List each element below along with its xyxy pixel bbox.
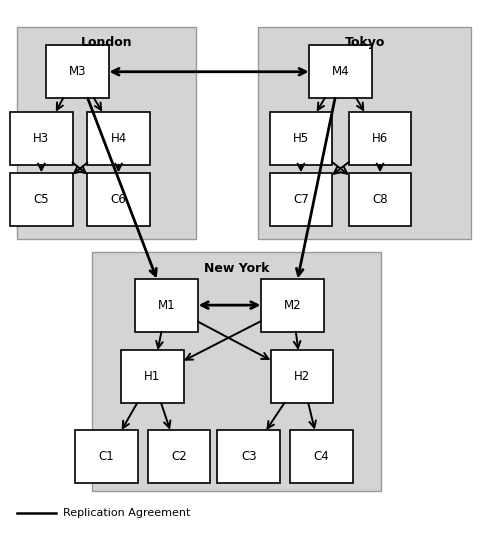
FancyBboxPatch shape bbox=[46, 45, 109, 98]
Text: Replication Agreement: Replication Agreement bbox=[63, 508, 190, 518]
FancyBboxPatch shape bbox=[121, 350, 183, 403]
FancyBboxPatch shape bbox=[259, 27, 471, 239]
Text: London: London bbox=[81, 36, 132, 49]
Text: H4: H4 bbox=[110, 131, 127, 145]
FancyBboxPatch shape bbox=[349, 173, 411, 226]
Text: C1: C1 bbox=[99, 450, 114, 463]
Text: C4: C4 bbox=[313, 450, 329, 463]
FancyBboxPatch shape bbox=[87, 111, 150, 165]
Text: New York: New York bbox=[204, 262, 269, 274]
Text: H5: H5 bbox=[293, 131, 309, 145]
Text: C6: C6 bbox=[111, 192, 126, 205]
FancyBboxPatch shape bbox=[270, 350, 333, 403]
Text: H6: H6 bbox=[372, 131, 388, 145]
Text: C5: C5 bbox=[34, 192, 49, 205]
FancyBboxPatch shape bbox=[290, 430, 352, 483]
Text: C2: C2 bbox=[171, 450, 187, 463]
FancyBboxPatch shape bbox=[269, 111, 332, 165]
Text: H3: H3 bbox=[33, 131, 49, 145]
Text: M2: M2 bbox=[284, 299, 301, 311]
Text: C8: C8 bbox=[372, 192, 388, 205]
FancyBboxPatch shape bbox=[75, 430, 138, 483]
FancyBboxPatch shape bbox=[10, 111, 73, 165]
FancyBboxPatch shape bbox=[10, 173, 73, 226]
FancyBboxPatch shape bbox=[92, 252, 382, 491]
FancyBboxPatch shape bbox=[349, 111, 411, 165]
Text: Tokyo: Tokyo bbox=[345, 36, 385, 49]
Text: M1: M1 bbox=[158, 299, 176, 311]
Text: C3: C3 bbox=[241, 450, 257, 463]
FancyBboxPatch shape bbox=[261, 279, 324, 332]
Text: H1: H1 bbox=[144, 370, 161, 383]
Text: M4: M4 bbox=[332, 65, 349, 78]
FancyBboxPatch shape bbox=[87, 173, 150, 226]
Text: M3: M3 bbox=[69, 65, 86, 78]
FancyBboxPatch shape bbox=[17, 27, 196, 239]
FancyBboxPatch shape bbox=[136, 279, 198, 332]
Text: C7: C7 bbox=[293, 192, 309, 205]
Text: H2: H2 bbox=[294, 370, 310, 383]
FancyBboxPatch shape bbox=[218, 430, 280, 483]
FancyBboxPatch shape bbox=[309, 45, 372, 98]
FancyBboxPatch shape bbox=[269, 173, 332, 226]
FancyBboxPatch shape bbox=[147, 430, 210, 483]
